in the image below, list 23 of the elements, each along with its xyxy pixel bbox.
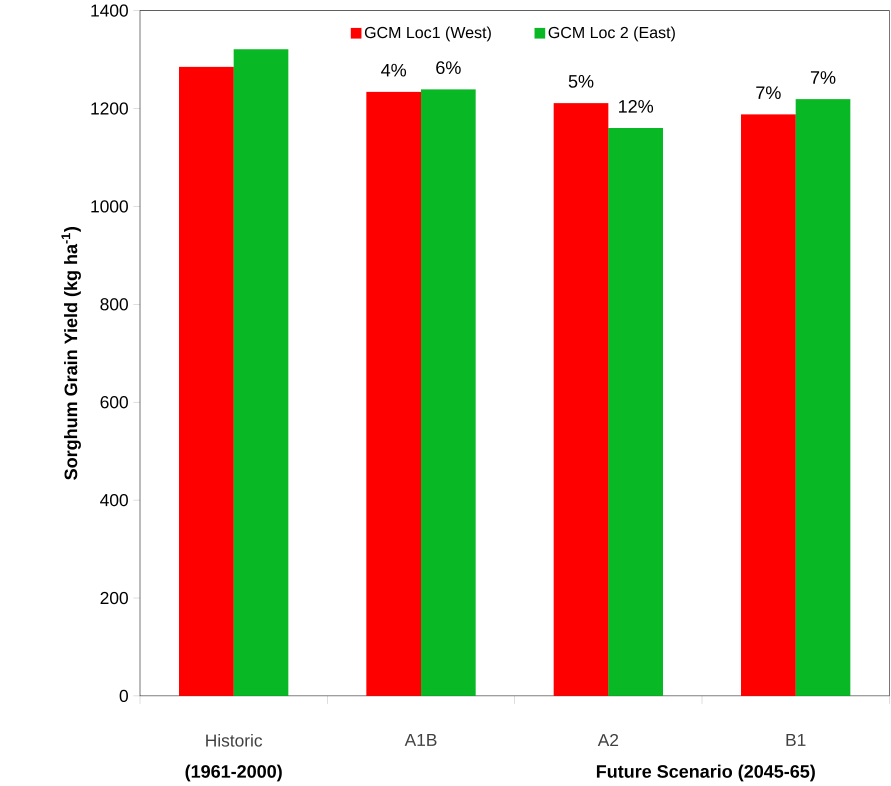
y-tick-label: 0 [120, 690, 128, 702]
y-tick-label: 1400 [91, 4, 128, 17]
x-tick-label: A2 [598, 734, 618, 746]
y-tick-label: 200 [100, 592, 128, 604]
y-axis-title: Sorghum Grain Yield (kg ha$^{-1}$) [61, 227, 81, 480]
y-tick-label: 800 [100, 298, 128, 310]
annotation: 4% [381, 64, 406, 77]
legend-label: GCM Loc1 (West) [364, 26, 491, 42]
x-tick-label: Historic [206, 734, 262, 747]
x-axis-title: Future Scenario (2045-65) [596, 764, 815, 782]
annotation: 6% [436, 61, 461, 74]
y-tick-label: 600 [100, 396, 128, 408]
annotation: 5% [568, 75, 594, 88]
x-tick-label: A1B [404, 734, 436, 746]
annotation: 7% [756, 86, 781, 100]
text: (1961-2000) [186, 764, 282, 782]
x-tick-label: B1 [786, 734, 806, 746]
y-tick-label: 400 [100, 494, 128, 506]
y-tick-label: 1200 [91, 102, 128, 115]
annotation: 7% [810, 71, 836, 84]
y-tick-label: 1000 [91, 200, 128, 213]
legend-label: GCM Loc 2 (East) [548, 26, 675, 42]
annotation: 12% [619, 100, 654, 113]
